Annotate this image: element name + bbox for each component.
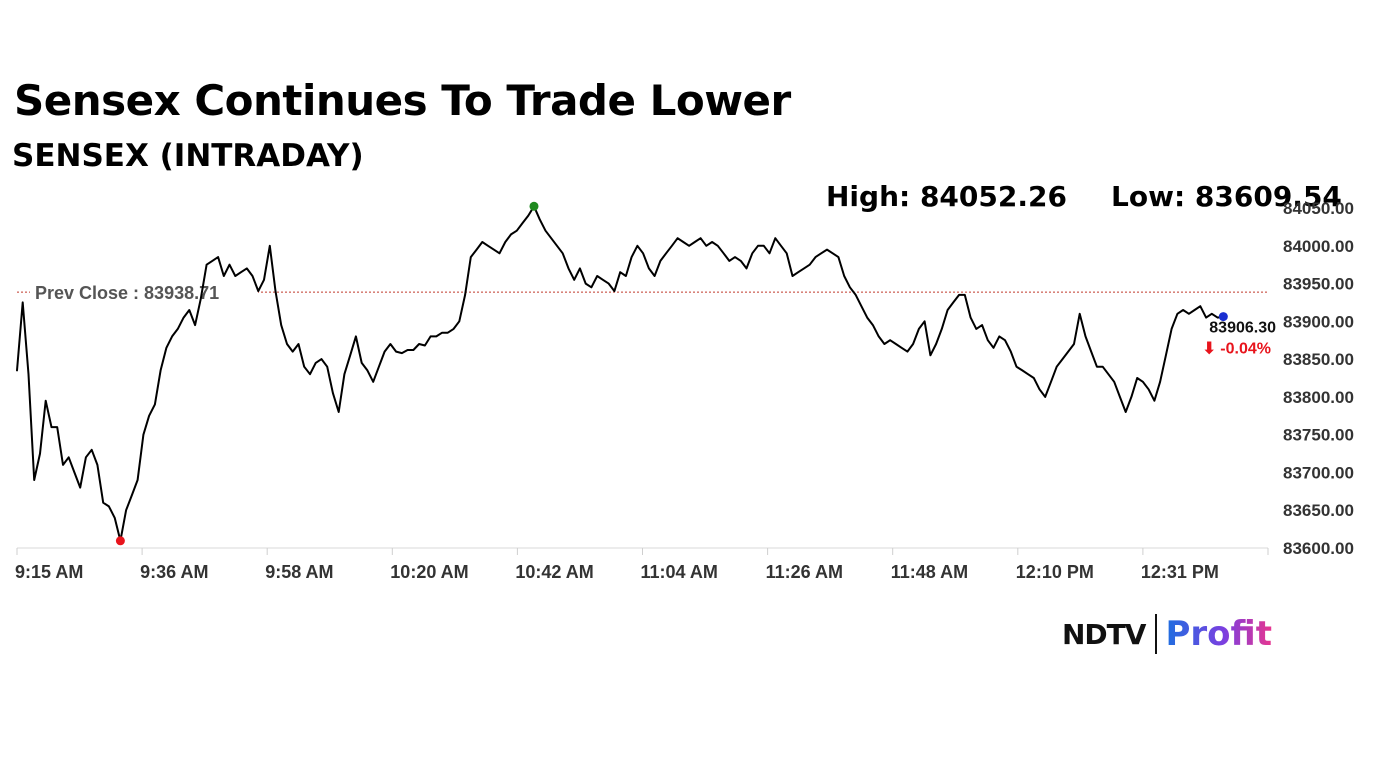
last-change-label: ⬇ -0.04% — [1202, 341, 1271, 358]
x-tick-label: 12:10 PM — [1016, 562, 1094, 582]
y-tick-label: 83700.00 — [1283, 463, 1354, 482]
y-tick-label: 83600.00 — [1283, 539, 1354, 558]
low-marker — [115, 536, 125, 546]
y-tick-label: 83900.00 — [1283, 312, 1354, 331]
last-value-label: 83906.30 — [1209, 320, 1276, 337]
high-value-label: High: 84052.26 — [826, 180, 1067, 213]
x-tick-label: 11:26 AM — [766, 562, 843, 582]
x-tick-label: 11:48 AM — [891, 562, 968, 582]
ndtv-wordmark: NDTV — [1062, 617, 1146, 651]
chart-subtitle: SENSEX (INTRADAY) — [12, 138, 364, 174]
y-axis: 83600.00 83650.00 83700.00 83750.00 83800.00… — [1283, 199, 1354, 558]
profit-wordmark: Profit — [1165, 614, 1272, 654]
last-value-group: 83906.30 ⬇ -0.04% — [1202, 320, 1276, 358]
chart-headline: Sensex Continues To Trade Lower — [14, 76, 791, 125]
x-tick-label: 10:20 AM — [390, 562, 468, 582]
y-tick-label: 84050.00 — [1283, 199, 1354, 218]
x-tick-label: 10:42 AM — [515, 562, 593, 582]
series-group — [16, 205, 1225, 542]
prev-close-group: Prev Close : 83938.71 — [17, 278, 1268, 305]
low-value-label: Low: 83609.54 — [1111, 180, 1342, 213]
high-marker — [529, 201, 539, 211]
sensex-price-line — [16, 205, 1225, 542]
x-tick-label: 9:15 AM — [15, 562, 83, 582]
last-value-marker — [1218, 312, 1228, 322]
x-axis: 9:15 AM 9:36 AM 9:58 AM 10:20 AM 10:42 AM 11:… — [15, 547, 1269, 582]
y-tick-label: 83750.00 — [1283, 426, 1354, 445]
y-tick-label: 84000.00 — [1283, 237, 1354, 256]
y-tick-label: 83650.00 — [1283, 501, 1354, 520]
x-tick-label: 12:31 PM — [1141, 562, 1219, 582]
logo-divider — [1155, 614, 1158, 654]
x-tick-label: 9:36 AM — [140, 562, 208, 582]
prev-close-label-bg — [30, 278, 258, 305]
y-tick-label: 83800.00 — [1283, 388, 1354, 407]
y-tick-label: 83850.00 — [1283, 350, 1354, 369]
x-tick-label: 9:58 AM — [265, 562, 333, 582]
markers-group — [115, 201, 1228, 546]
x-tick-label: 11:04 AM — [641, 562, 718, 582]
ndtv-profit-logo: NDTV Profit — [1062, 612, 1272, 656]
prev-close-label: Prev Close : 83938.71 — [35, 283, 219, 303]
y-tick-label: 83950.00 — [1283, 275, 1354, 294]
